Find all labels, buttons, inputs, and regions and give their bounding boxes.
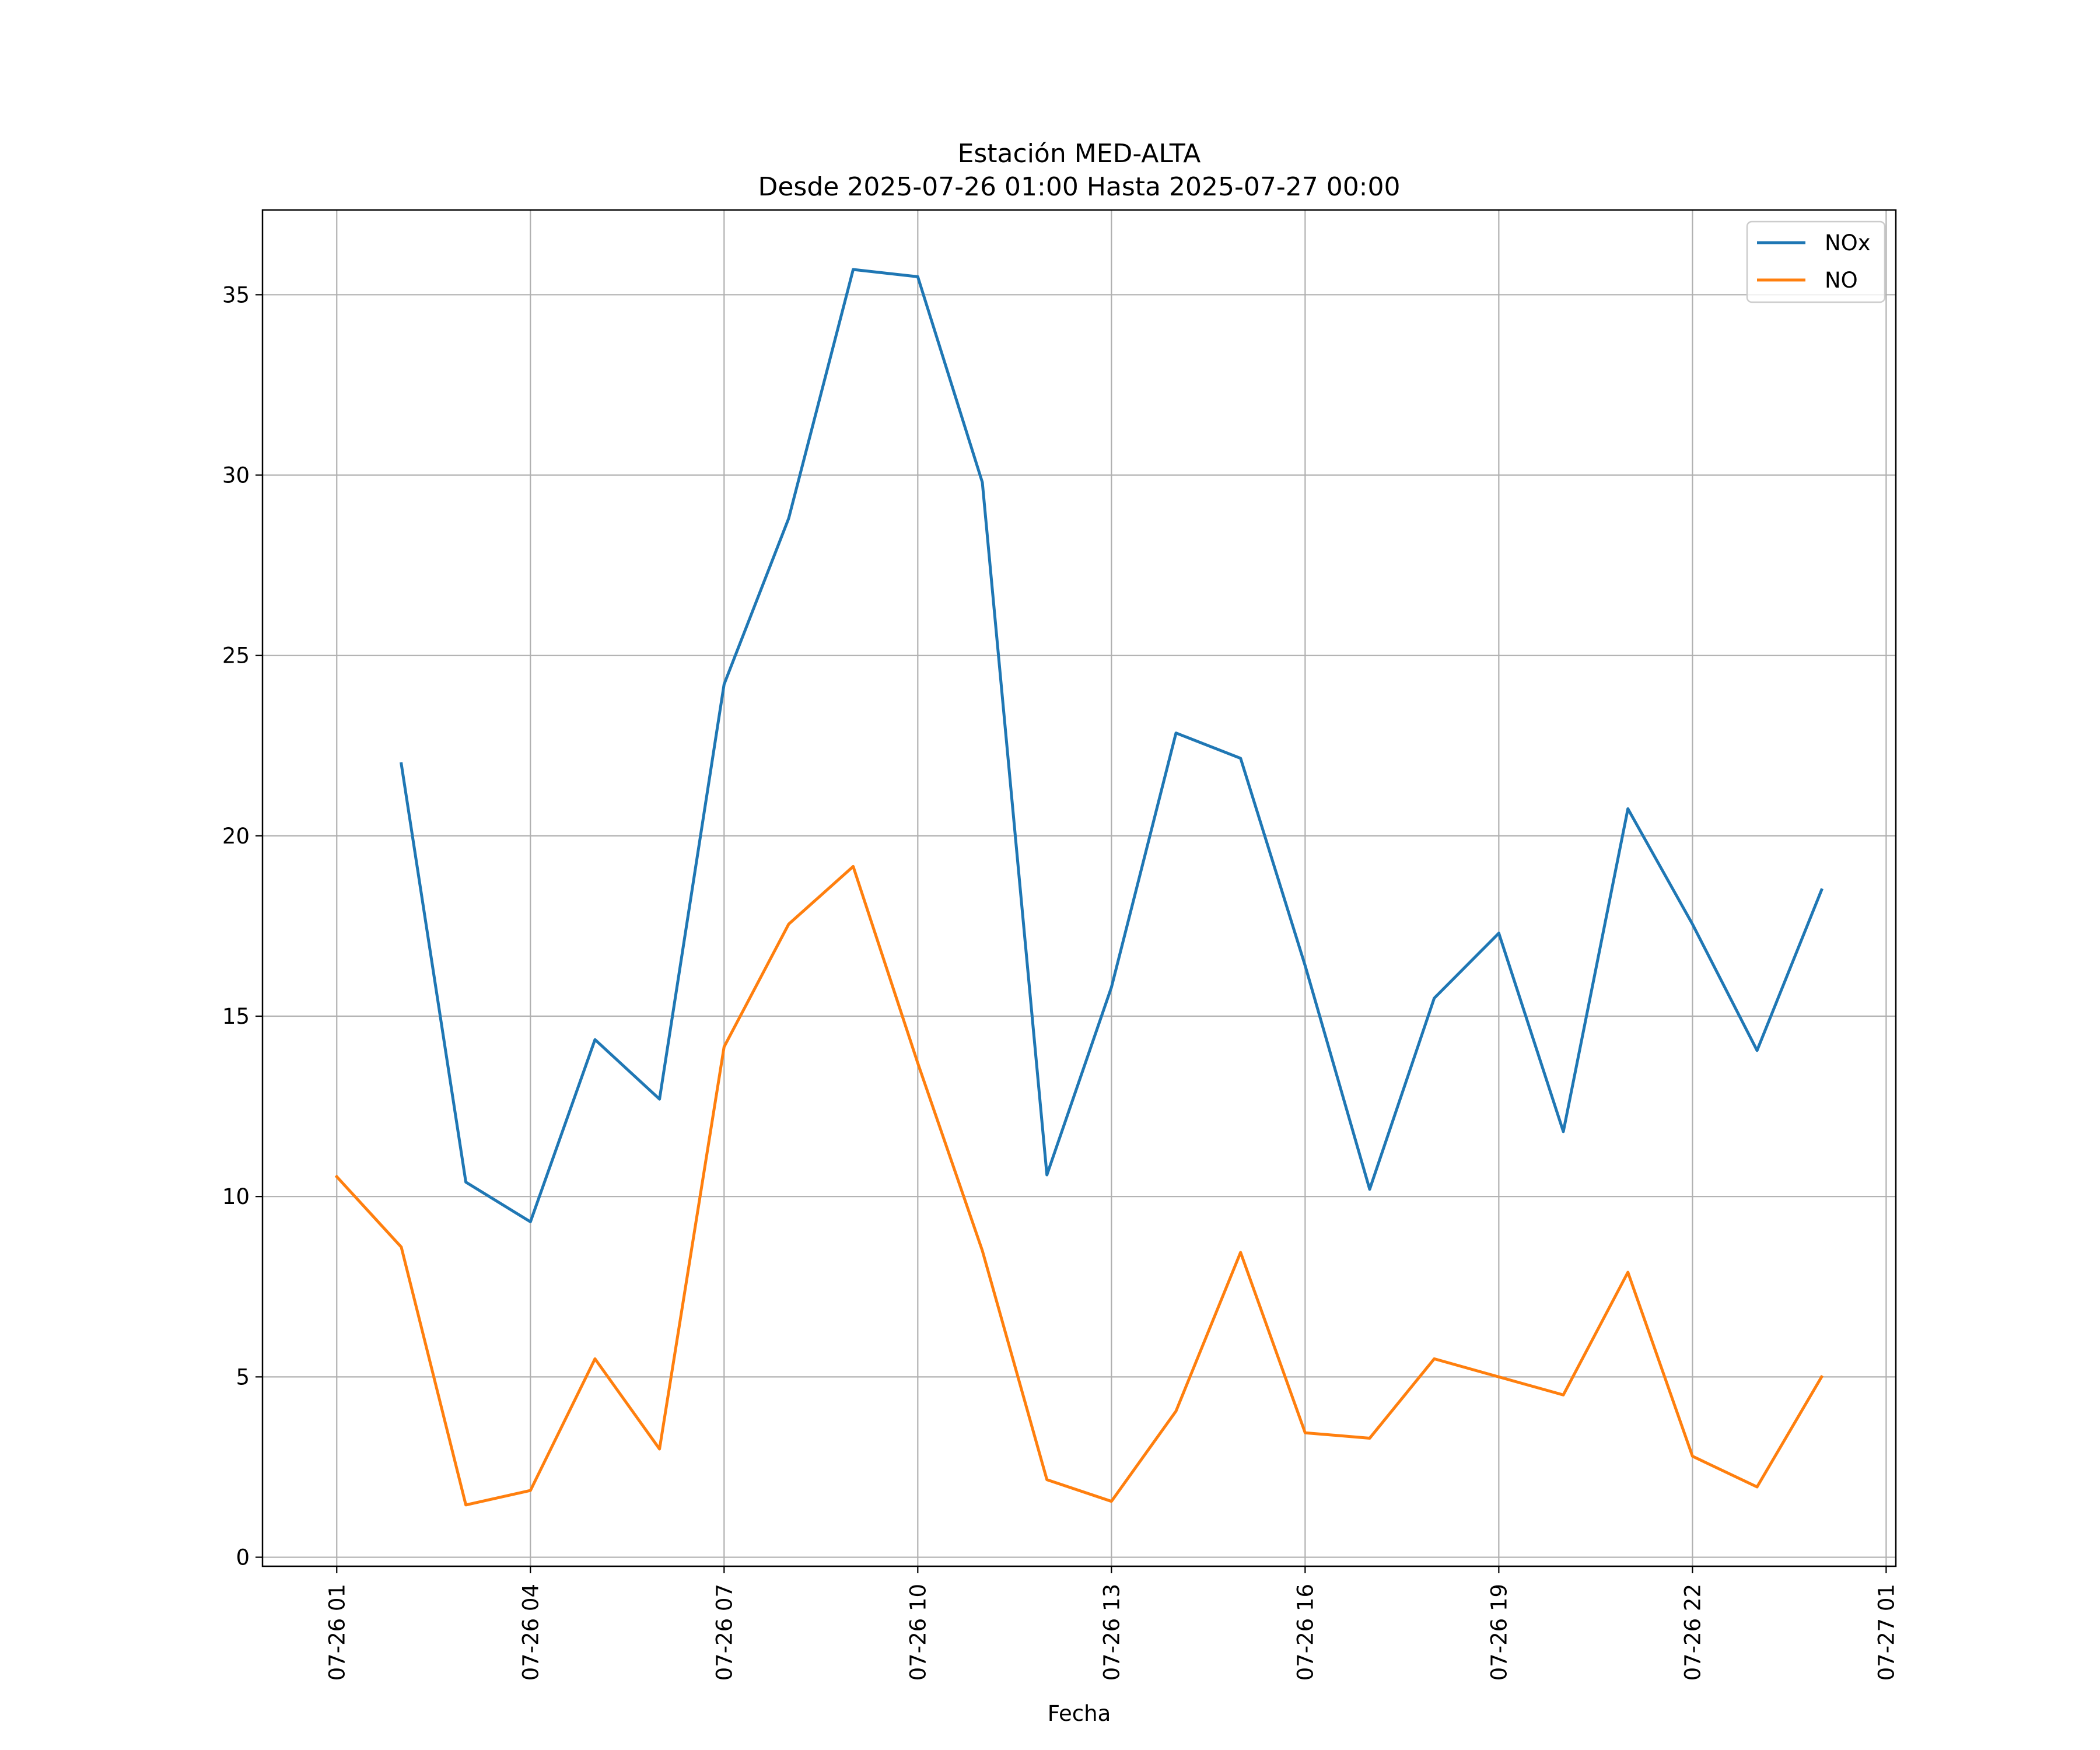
plot-frame bbox=[261, 209, 1897, 1567]
x-tick-label: 07-26 22 bbox=[1680, 1584, 1705, 1681]
x-tick-label: 07-26 13 bbox=[1099, 1584, 1124, 1681]
grid bbox=[262, 210, 1896, 1566]
y-tick-label: 15 bbox=[222, 1004, 250, 1029]
y-tick-label: 35 bbox=[222, 282, 250, 307]
x-tick-label: 07-26 16 bbox=[1293, 1584, 1318, 1681]
y-tick-label: 5 bbox=[236, 1364, 250, 1390]
legend-label-nox: NOx bbox=[1825, 230, 1871, 256]
y-tick-label: 0 bbox=[236, 1545, 250, 1570]
y-tick-label: 25 bbox=[222, 643, 250, 668]
x-tick-label: 07-26 07 bbox=[712, 1584, 737, 1681]
series-line-no bbox=[334, 864, 1824, 1507]
y-tick-label: 30 bbox=[222, 463, 250, 488]
x-tick-label: 07-26 01 bbox=[324, 1584, 349, 1681]
legend: NOx NO bbox=[1746, 220, 1886, 303]
x-axis-label: Fecha bbox=[1048, 1701, 1111, 1726]
series-group bbox=[334, 268, 1824, 1507]
y-axis-ticks: 0 5 10 15 20 25 30 35 bbox=[222, 282, 262, 1570]
chart-subtitle: Desde 2025-07-26 01:00 Hasta 2025-07-27 … bbox=[758, 172, 1400, 202]
x-tick-label: 07-27 01 bbox=[1874, 1584, 1899, 1681]
x-tick-label: 07-26 19 bbox=[1486, 1584, 1511, 1681]
y-tick-label: 20 bbox=[222, 824, 250, 849]
x-tick-label: 07-26 04 bbox=[518, 1584, 543, 1681]
x-axis-ticks: 07-26 01 07-26 04 07-26 07 07-26 10 07-26 13… bbox=[324, 1566, 1899, 1681]
y-tick-label: 10 bbox=[222, 1184, 250, 1209]
x-tick-label: 07-26 10 bbox=[905, 1584, 930, 1681]
series-line-nox bbox=[400, 268, 1824, 1223]
legend-label-no: NO bbox=[1825, 268, 1858, 293]
chart-title: Estación MED-ALTA bbox=[958, 139, 1201, 169]
